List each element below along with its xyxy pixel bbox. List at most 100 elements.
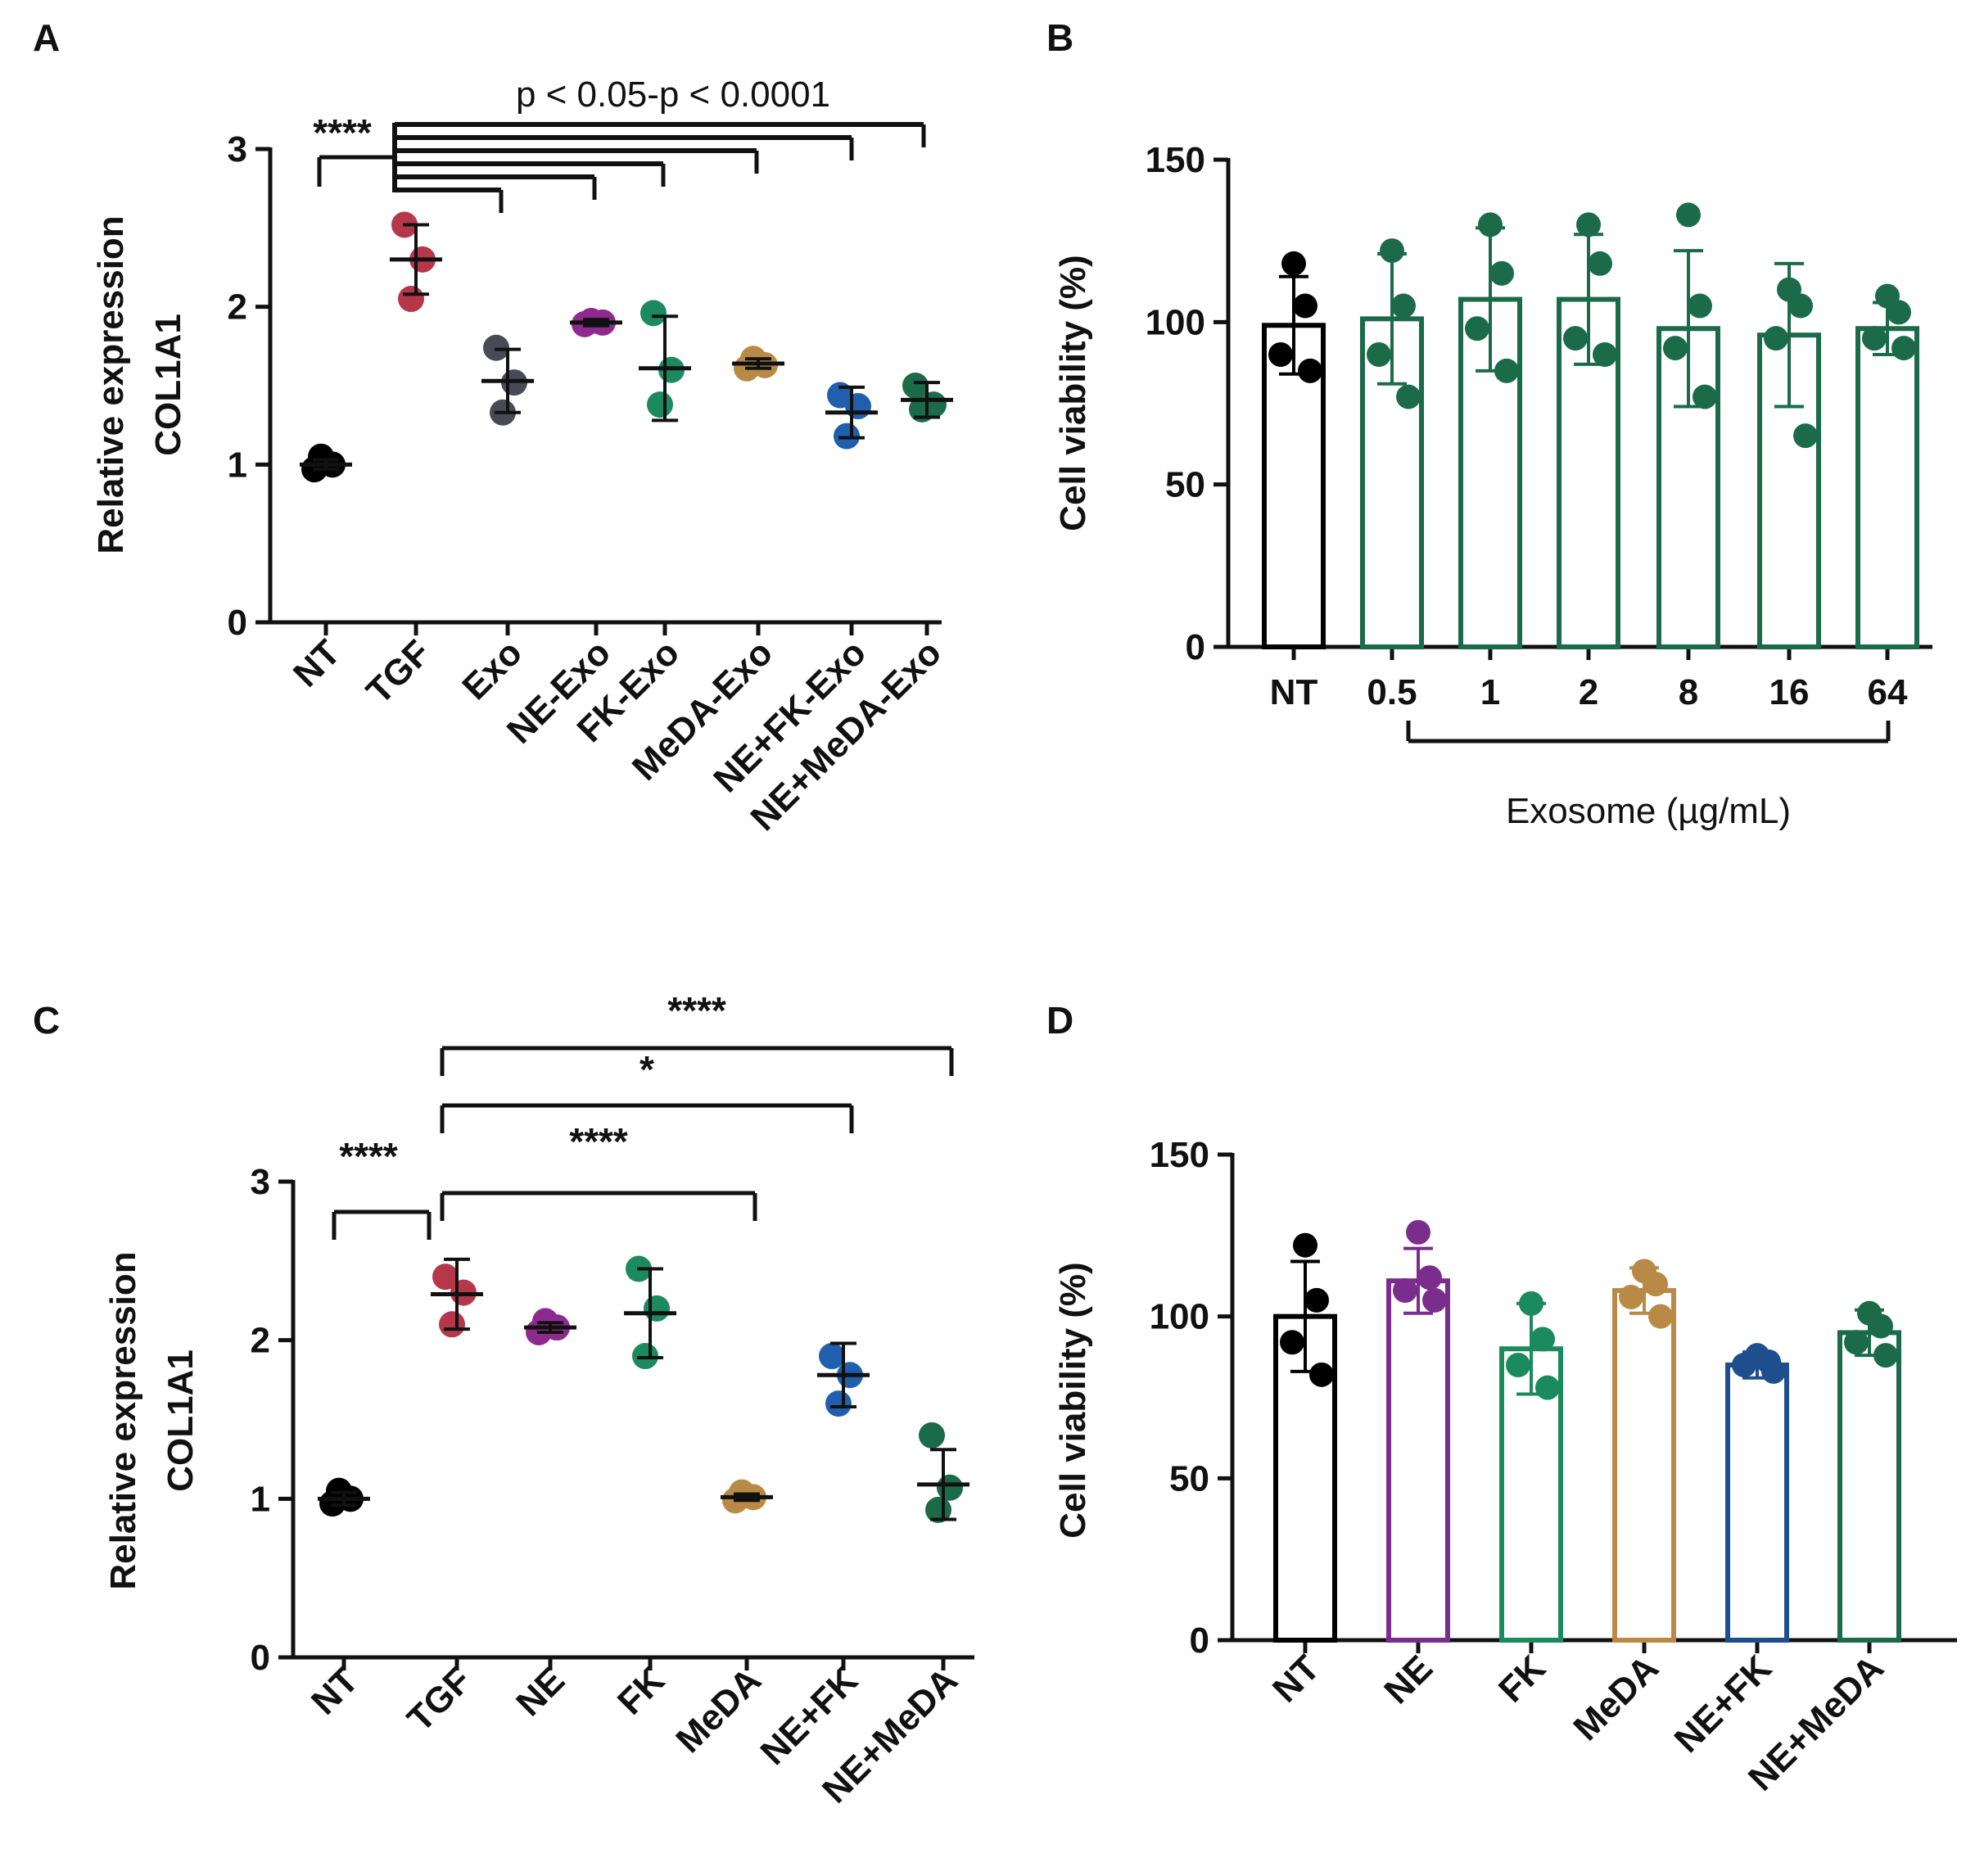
data-point	[919, 1422, 945, 1449]
y-tick-label: 1	[228, 445, 247, 485]
data-point	[1869, 1313, 1893, 1339]
data-point	[1298, 358, 1322, 383]
data-point	[1293, 1232, 1317, 1258]
y-axis-title: COL1A1	[160, 1349, 201, 1492]
data-point	[1732, 1352, 1756, 1377]
y-axis-title: Relative expression	[91, 215, 131, 554]
y-tick-label: 150	[1150, 1135, 1209, 1175]
bar	[1855, 326, 1919, 649]
data-point	[1648, 1304, 1673, 1329]
significance-stars: ****	[339, 1135, 398, 1178]
group-label: Exosome (µg/mL)	[1506, 791, 1791, 831]
y-axis-title: Cell viability (%)	[1053, 1262, 1093, 1538]
data-point	[1391, 293, 1416, 319]
significance-stars: ****	[313, 111, 372, 154]
data-point	[1268, 342, 1293, 367]
x-category-label: NE+FK	[1667, 1648, 1780, 1761]
x-category-label: NE	[1376, 1648, 1440, 1711]
data-point	[1293, 293, 1317, 319]
data-point	[1406, 1219, 1430, 1245]
y-tick-label: 100	[1150, 1297, 1209, 1337]
data-point	[1761, 1358, 1786, 1384]
data-point	[819, 1343, 845, 1370]
data-point	[1588, 251, 1612, 276]
bar	[1612, 1288, 1676, 1643]
data-point	[825, 1390, 852, 1417]
data-point	[937, 1474, 963, 1501]
data-point	[1417, 1265, 1442, 1291]
x-category-label: 0.5	[1367, 672, 1417, 712]
data-point	[1563, 326, 1588, 351]
panel-letter: C	[33, 999, 60, 1042]
data-point	[647, 391, 673, 418]
data-point	[1396, 384, 1421, 409]
data-point	[1478, 212, 1503, 237]
y-tick-label: 1	[251, 1479, 270, 1519]
bar	[1725, 1362, 1789, 1643]
y-tick-label: 0	[228, 603, 247, 643]
data-point	[1844, 1330, 1869, 1355]
data-point	[398, 286, 424, 313]
y-tick-label: 0	[1190, 1621, 1209, 1661]
data-point	[1576, 212, 1601, 237]
data-point	[845, 393, 871, 420]
y-tick-label: 2	[251, 1321, 270, 1361]
data-point	[1619, 1284, 1643, 1309]
x-category-label: 16	[1769, 672, 1810, 712]
x-category-label: 2	[1579, 672, 1598, 712]
x-category-label: FK	[610, 1660, 672, 1722]
x-category-label: MeDA	[1566, 1648, 1666, 1748]
x-category-label: 8	[1679, 672, 1698, 712]
panel-d: D 0 50 100 150 Cell viability (%) NT NE FK MeDA NE…	[1046, 999, 1957, 1799]
data-point	[1535, 1375, 1560, 1400]
x-category-label: NT	[1265, 1648, 1327, 1710]
x-category-label: NT	[304, 1660, 366, 1722]
y-axis-title: Cell viability (%)	[1053, 255, 1093, 531]
x-category-label: FK	[1491, 1648, 1553, 1710]
data-point	[1465, 316, 1489, 341]
data-point	[1304, 1287, 1329, 1313]
data-point	[1393, 1278, 1417, 1304]
data-point	[1530, 1327, 1555, 1352]
data-point	[1862, 326, 1887, 351]
data-point	[432, 1263, 459, 1291]
data-point	[1506, 1352, 1530, 1377]
x-category-label: Exo	[454, 632, 530, 707]
x-category-label: NT	[286, 632, 348, 694]
y-tick-label: 100	[1146, 302, 1205, 342]
data-point	[1693, 384, 1717, 409]
data-point	[1422, 1287, 1447, 1313]
y-axis-title: COL1A1	[148, 314, 188, 456]
data-point	[1281, 251, 1306, 276]
significance-stars: ****	[569, 1120, 628, 1163]
significance-stars: *	[640, 1048, 654, 1091]
y-tick-label: 3	[251, 1162, 270, 1202]
data-point	[640, 300, 667, 327]
x-category-label: 1	[1480, 672, 1500, 712]
data-point	[1764, 326, 1788, 351]
panel-letter: A	[33, 16, 60, 59]
data-point	[1280, 1330, 1304, 1355]
bar	[1386, 1278, 1450, 1643]
data-point	[1309, 1362, 1334, 1387]
x-category-label: 64	[1868, 672, 1908, 712]
panel-letter: D	[1046, 999, 1073, 1042]
data-point	[1663, 336, 1688, 361]
data-point	[1873, 1343, 1898, 1368]
bar	[1837, 1330, 1901, 1643]
panel-b: B 0 50 100 150 Cell viability (%) NT 0.5 1 2 8 16 64…	[1046, 16, 1932, 831]
y-tick-label: 3	[228, 129, 247, 170]
y-tick-label: 150	[1146, 140, 1205, 180]
y-tick-label: 50	[1169, 1458, 1209, 1499]
y-tick-label: 50	[1165, 465, 1205, 505]
data-point	[1788, 293, 1813, 319]
y-tick-label: 0	[251, 1638, 270, 1678]
x-category-label: TGF	[359, 632, 438, 712]
data-point	[1688, 293, 1712, 319]
data-point	[439, 1311, 465, 1338]
data-point	[1494, 358, 1519, 383]
y-axis-title: Relative expression	[103, 1251, 143, 1589]
data-point	[1593, 342, 1617, 367]
